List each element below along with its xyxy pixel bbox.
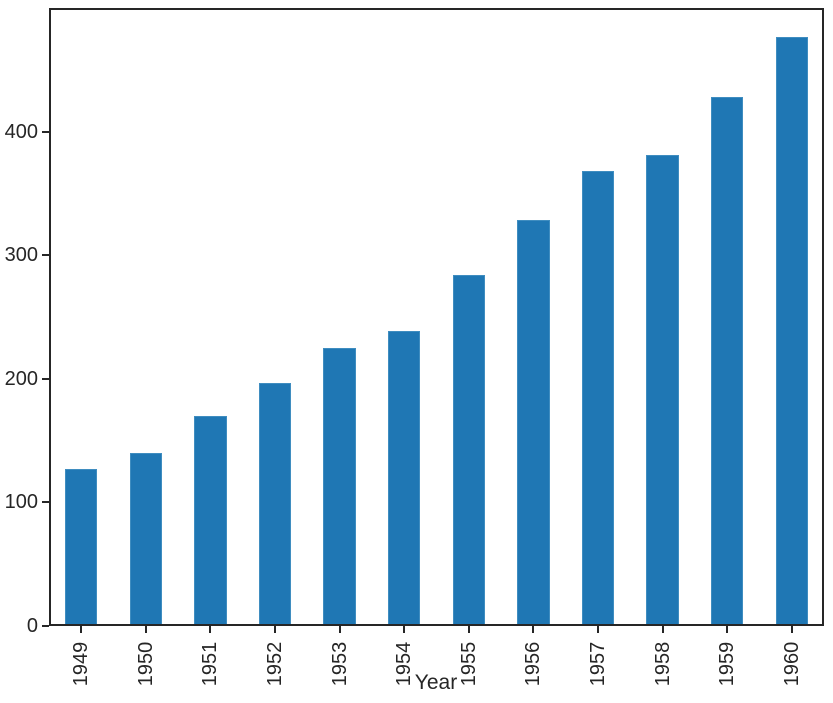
x-tick-label: 1951 [199, 641, 222, 687]
x-tick-label: 1950 [134, 641, 157, 687]
x-tick-label: 1949 [70, 641, 93, 687]
x-axis-tick [338, 626, 341, 633]
x-axis-tick [144, 626, 147, 633]
x-axis-tick [596, 626, 599, 633]
bar-1949 [65, 469, 98, 626]
x-axis-tick [274, 626, 277, 633]
y-tick-label: 100 [4, 491, 38, 514]
y-axis-tick [42, 625, 49, 627]
x-axis-tick [467, 626, 470, 633]
x-tick-label: 1957 [586, 641, 609, 687]
bar-1951 [194, 415, 227, 626]
bar-1950 [129, 453, 162, 626]
x-tick-label: 1954 [393, 641, 416, 687]
x-axis-tick [80, 626, 83, 633]
x-axis-tick [403, 626, 406, 633]
x-axis-tick [790, 626, 793, 633]
y-axis-tick [42, 501, 49, 504]
y-axis-tick [42, 254, 49, 257]
bar-1954 [388, 330, 421, 626]
bar-1959 [710, 96, 744, 626]
y-tick-label: 400 [4, 120, 38, 143]
y-axis-tick [42, 377, 49, 380]
x-tick-label: 1953 [328, 641, 351, 687]
x-tick-label: 1955 [457, 641, 480, 687]
x-axis-title: Year [414, 671, 458, 694]
bar-1955 [452, 274, 485, 626]
x-axis-tick [209, 626, 212, 633]
x-tick-label: 1956 [522, 641, 545, 687]
bar-1956 [517, 220, 550, 626]
y-axis-tick [42, 130, 49, 133]
x-tick-label: 1958 [651, 641, 674, 687]
x-axis-tick [726, 626, 729, 633]
y-tick-label: 200 [4, 367, 38, 390]
bar-1957 [581, 170, 615, 626]
y-tick-label: 0 [26, 615, 38, 637]
x-tick-label: 1959 [716, 641, 739, 687]
y-tick-label: 300 [4, 244, 38, 267]
bar-1953 [323, 347, 356, 626]
bar-1958 [646, 155, 679, 626]
x-axis-tick [532, 626, 535, 633]
x-tick-label: 1952 [264, 641, 287, 687]
plot-area [49, 8, 824, 626]
x-tick-label: 1960 [780, 641, 803, 687]
x-axis-tick [661, 626, 664, 633]
bar-1960 [775, 37, 808, 626]
bar-1952 [258, 382, 292, 626]
